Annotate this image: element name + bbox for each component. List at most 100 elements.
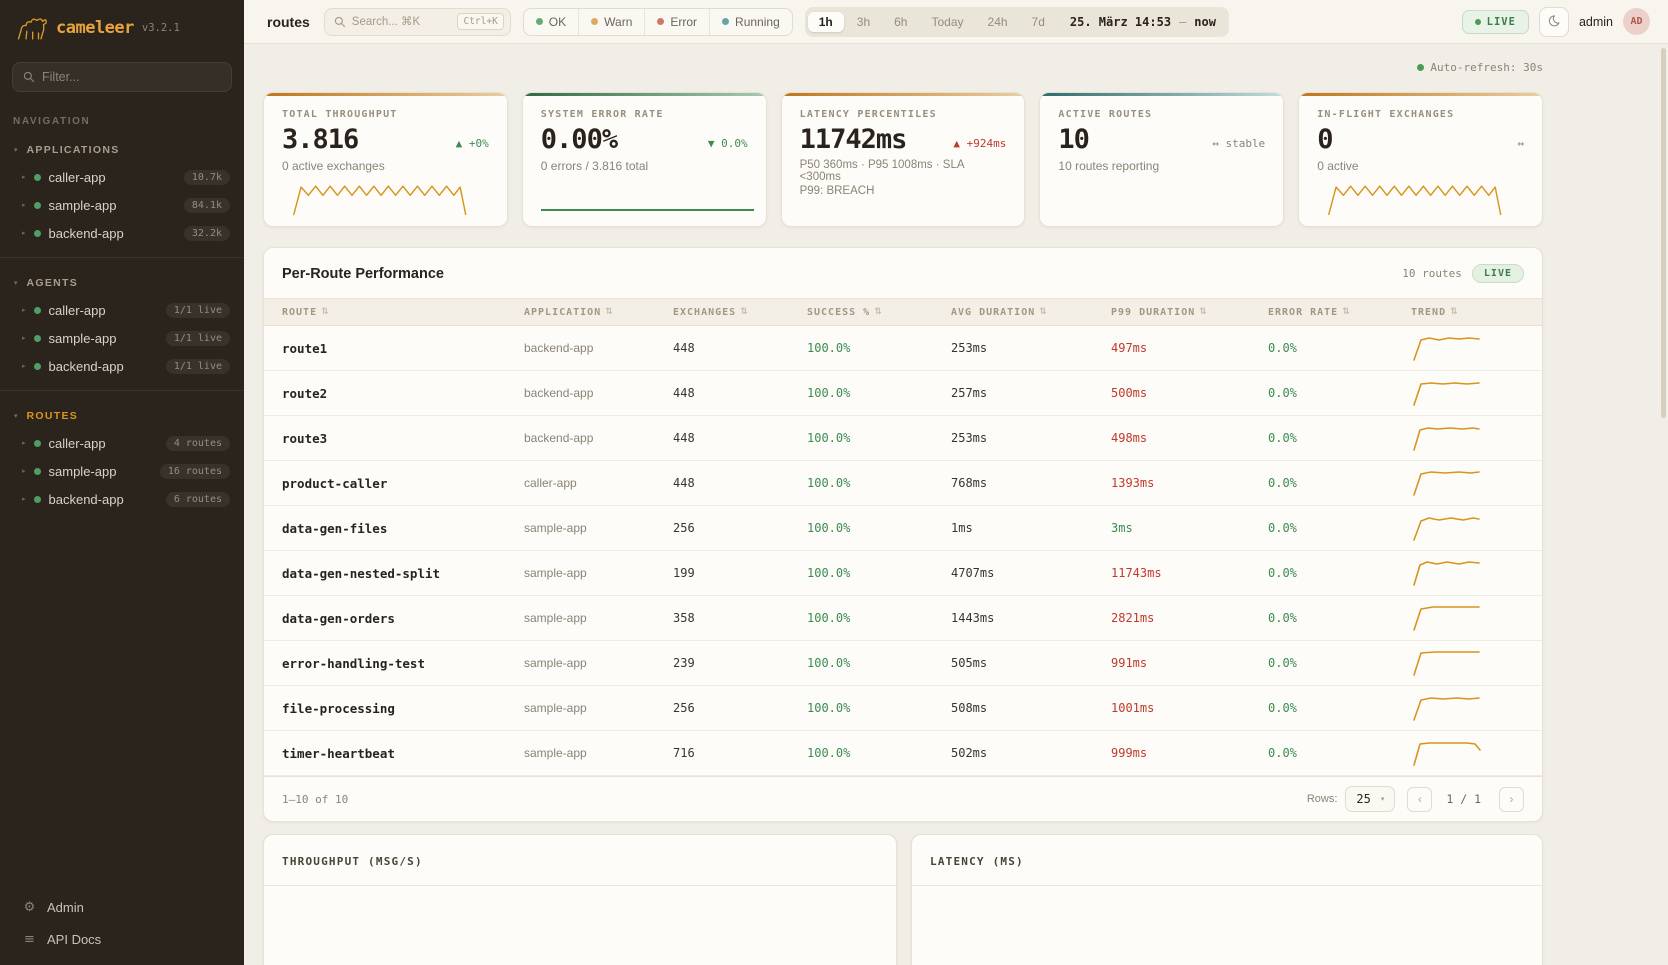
table-row[interactable]: product-caller caller-app 448 100.0% 768… <box>264 461 1542 506</box>
table-row[interactable]: data-gen-orders sample-app 358 100.0% 14… <box>264 596 1542 641</box>
kpi-value: 0 <box>1317 124 1333 155</box>
table-row[interactable]: error-handling-test sample-app 239 100.0… <box>264 641 1542 686</box>
application-name: sample-app <box>524 566 587 580</box>
route-name: product-caller <box>282 475 388 491</box>
filter-chip-error[interactable]: Error <box>644 8 709 35</box>
kpi-card-active-routes: ACTIVE ROUTES 10 ↔ stable 10 routes repo… <box>1039 92 1285 227</box>
table-row[interactable]: data-gen-nested-split sample-app 199 100… <box>264 551 1542 596</box>
time-range-today[interactable]: Today <box>920 12 974 32</box>
kpi-subtitle: 10 routes reporting <box>1058 159 1160 173</box>
chip-label: Error <box>670 14 698 29</box>
time-range-1h[interactable]: 1h <box>807 11 844 32</box>
error-rate-value: 0.0% <box>1268 341 1297 355</box>
time-range-7d[interactable]: 7d <box>1021 12 1056 32</box>
caret-down-icon: ▾ <box>14 279 18 287</box>
scrollbar-thumb[interactable] <box>1661 48 1666 418</box>
sidebar-item-backend-app-agent[interactable]: ▸ backend-app 1/1 live <box>0 352 244 380</box>
success-value: 100.0% <box>807 566 851 580</box>
sort-icon: ⇅ <box>740 307 749 317</box>
sidebar-item-caller-app-agent[interactable]: ▸ caller-app 1/1 live <box>0 296 244 324</box>
rows-per-page-value: 25 <box>1356 792 1371 806</box>
exchanges-value: 716 <box>673 746 695 760</box>
sidebar-item-caller-app-routes[interactable]: ▸ caller-app 4 routes <box>0 429 244 457</box>
column-header-trend[interactable]: TREND ⇅ <box>1411 306 1459 318</box>
column-header-error-rate[interactable]: ERROR RATE ⇅ <box>1268 306 1351 318</box>
sidebar-item-sample-app[interactable]: ▸ sample-app 84.1k <box>0 191 244 219</box>
avatar[interactable]: AD <box>1623 8 1650 35</box>
panel-title: Per-Route Performance <box>282 265 444 282</box>
section-label: AGENTS <box>26 277 79 289</box>
table-row[interactable]: timer-heartbeat sample-app 716 100.0% 50… <box>264 731 1542 776</box>
sidebar-item-admin[interactable]: ⚙ Admin <box>0 891 244 923</box>
sidebar-item-backend-app[interactable]: ▸ backend-app 32.2k <box>0 219 244 247</box>
kpi-card-latency-percentiles: LATENCY PERCENTILES 11742ms ▲ +924ms P50… <box>780 92 1026 227</box>
card-accent <box>522 93 766 96</box>
p99-duration-value: 497ms <box>1111 341 1148 355</box>
global-search[interactable]: Ctrl+K <box>323 7 511 36</box>
next-page-button[interactable]: › <box>1499 786 1524 812</box>
section-header-routes[interactable]: ▾ ROUTES <box>0 403 244 429</box>
application-name: backend-app <box>524 386 594 400</box>
filter-chip-warn[interactable]: Warn <box>578 8 644 35</box>
time-range-24h[interactable]: 24h <box>977 12 1019 32</box>
filter-chip-running[interactable]: Running <box>709 8 792 35</box>
item-label: backend-app <box>48 225 124 241</box>
card-accent <box>264 93 507 96</box>
p99-duration-value: 991ms <box>1111 656 1148 670</box>
sidebar-filter[interactable] <box>12 62 232 92</box>
column-header-success[interactable]: SUCCESS % ⇅ <box>807 306 883 318</box>
sidebar-item-sample-app-agent[interactable]: ▸ sample-app 1/1 live <box>0 324 244 352</box>
route-name: error-handling-test <box>282 655 425 671</box>
page-indicator: 1 / 1 <box>1446 792 1481 806</box>
table-row[interactable]: route3 backend-app 448 100.0% 253ms 498m… <box>264 416 1542 461</box>
filter-input[interactable] <box>42 70 221 84</box>
sidebar-item-caller-app[interactable]: ▸ caller-app 10.7k <box>0 163 244 191</box>
column-header-p99-duration[interactable]: P99 DURATION ⇅ <box>1111 306 1208 318</box>
trend-sparkline <box>1413 517 1480 541</box>
sidebar-item-backend-app-routes[interactable]: ▸ backend-app 6 routes <box>0 485 244 513</box>
time-range-3h[interactable]: 3h <box>846 12 881 32</box>
live-toggle[interactable]: LIVE <box>1461 9 1529 34</box>
section-label: APPLICATIONS <box>26 144 120 156</box>
sort-icon: ⇅ <box>1199 307 1208 317</box>
p99-duration-value: 3ms <box>1111 521 1133 535</box>
column-header-application[interactable]: APPLICATION ⇅ <box>524 306 614 318</box>
kpi-delta: ▲ +0% <box>455 137 489 150</box>
filter-chip-ok[interactable]: OK <box>524 9 578 35</box>
table-row[interactable]: route2 backend-app 448 100.0% 257ms 500m… <box>264 371 1542 416</box>
chart-title: LATENCY (MS) <box>930 855 1024 868</box>
column-header-exchanges[interactable]: EXCHANGES ⇅ <box>673 306 749 318</box>
date-from: 25. März 14:53 <box>1069 14 1172 29</box>
sidebar-item-api-docs[interactable]: ≡ API Docs <box>0 923 244 955</box>
sidebar-item-sample-app-routes[interactable]: ▸ sample-app 16 routes <box>0 457 244 485</box>
item-label: caller-app <box>48 435 106 451</box>
sidebar: cameleer v3.2.1 NAVIGATION ▾ APPLICATION… <box>0 0 244 965</box>
time-range-6h[interactable]: 6h <box>883 12 918 32</box>
item-badge: 6 routes <box>165 491 230 507</box>
table-row[interactable]: file-processing sample-app 256 100.0% 50… <box>264 686 1542 731</box>
section-header-applications[interactable]: ▾ APPLICATIONS <box>0 137 244 163</box>
rows-per-page-label: Rows: <box>1306 793 1338 805</box>
table-row[interactable]: data-gen-files sample-app 256 100.0% 1ms… <box>264 506 1542 551</box>
kpi-value: 0.00% <box>540 124 618 155</box>
section-header-agents[interactable]: ▾ AGENTS <box>0 270 244 296</box>
throughput-chart-card: THROUGHPUT (MSG/S) <box>263 834 897 965</box>
exchanges-value: 199 <box>673 566 695 580</box>
app-name: cameleer <box>56 18 134 38</box>
kpi-label: IN-FLIGHT EXCHANGES <box>1317 109 1455 120</box>
page-title: routes <box>267 13 310 30</box>
status-dot-icon <box>33 201 41 209</box>
prev-page-button[interactable]: ‹ <box>1407 786 1433 812</box>
route-name: route2 <box>282 385 328 401</box>
status-dot-icon <box>33 439 41 447</box>
table-row[interactable]: route1 backend-app 448 100.0% 253ms 497m… <box>264 326 1542 371</box>
kpi-card-error-rate: SYSTEM ERROR RATE 0.00% ▼ 0.0% 0 errors … <box>521 92 767 227</box>
column-header-route[interactable]: ROUTE ⇅ <box>282 306 330 318</box>
theme-toggle-button[interactable] <box>1538 6 1569 37</box>
rows-per-page-select[interactable]: 25 ▾ <box>1345 786 1396 812</box>
date-range-display[interactable]: 25. März 14:53 — now <box>1070 15 1216 29</box>
search-input[interactable] <box>351 15 452 28</box>
column-header-avg-duration[interactable]: AVG DURATION ⇅ <box>951 306 1048 318</box>
list-icon: ≡ <box>24 931 35 947</box>
route-name: data-gen-files <box>282 520 388 536</box>
